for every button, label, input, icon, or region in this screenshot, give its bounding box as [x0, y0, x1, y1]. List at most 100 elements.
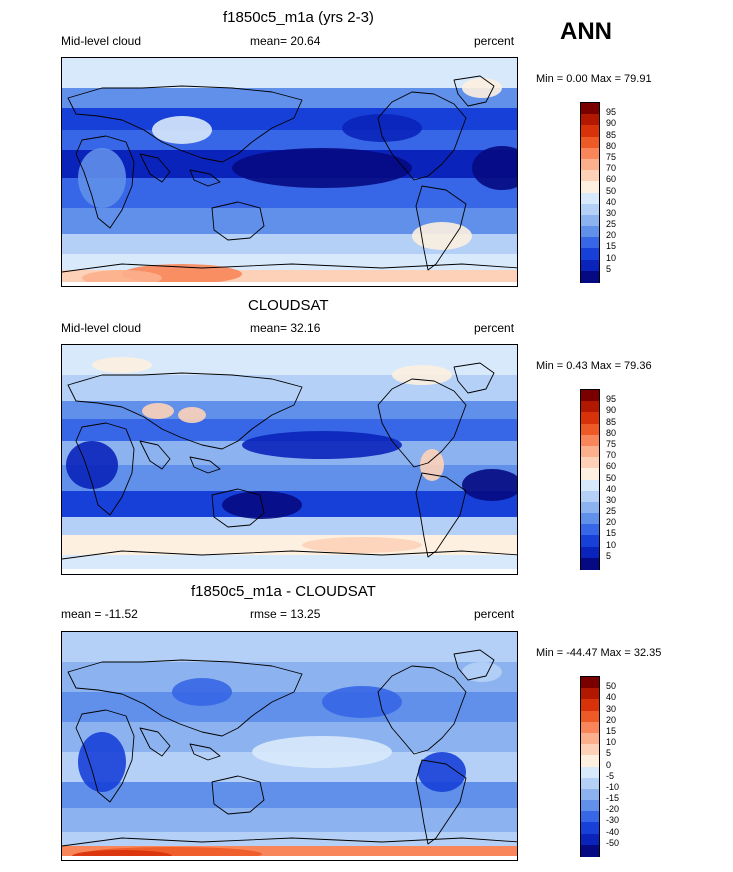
colorbar-tick-label: 20	[606, 714, 617, 725]
colorbar-tick-label: 90	[606, 118, 617, 129]
colorbar-tick-label: 85	[606, 129, 617, 140]
colorbar-tick-label: 50	[606, 472, 617, 483]
colorbar-tick-label: 30	[606, 494, 617, 505]
panel3-units: percent	[474, 607, 515, 621]
panel3-minmax: Min = -44.47 Max = 32.35	[536, 647, 662, 659]
colorbar-tick-label: 40	[606, 196, 617, 207]
colorbar-swatch	[581, 103, 599, 115]
colorbar-swatch	[581, 755, 599, 768]
panel2-colorbar	[580, 389, 600, 570]
colorbar-tick-label: 80	[606, 140, 617, 151]
colorbar-swatch	[581, 777, 599, 790]
colorbar-tick-label: 75	[606, 438, 617, 449]
colorbar-swatch	[581, 688, 599, 700]
colorbar-swatch	[581, 513, 599, 525]
colorbar-swatch	[581, 800, 599, 812]
colorbar-swatch	[581, 401, 599, 413]
colorbar-tick-label: 25	[606, 219, 617, 230]
colorbar-swatch	[581, 732, 599, 745]
colorbar-swatch	[581, 457, 599, 469]
colorbar-tick-label: 30	[606, 703, 617, 714]
panel3-center-label: rmse = 13.25	[250, 607, 321, 621]
colorbar-swatch	[581, 170, 599, 182]
colorbar-swatch	[581, 844, 599, 857]
colorbar-tick-label: 30	[606, 207, 617, 218]
panel1-left-label: Mid-level cloud	[61, 34, 142, 48]
colorbar-swatch	[581, 833, 599, 846]
colorbar-swatch	[581, 125, 599, 138]
colorbar-tick-label: 15	[606, 528, 617, 539]
panel2-left-label: Mid-level cloud	[61, 321, 142, 335]
colorbar-swatch	[581, 390, 599, 402]
colorbar-tick-label: 5	[606, 263, 612, 274]
colorbar-tick-label: 90	[606, 405, 617, 416]
colorbar-swatch	[581, 677, 599, 689]
colorbar-tick-label: -30	[606, 815, 620, 826]
colorbar-tick-label: 85	[606, 416, 617, 427]
season-label: ANN	[560, 18, 612, 45]
panel1-minmax: Min = 0.00 Max = 79.91	[536, 73, 652, 85]
colorbar-swatch	[581, 788, 599, 801]
colorbar-swatch	[581, 147, 599, 160]
colorbar-tick-label: 25	[606, 506, 617, 517]
colorbar-tick-label: 40	[606, 692, 617, 703]
colorbar-swatch	[581, 490, 599, 503]
colorbar-swatch	[581, 423, 599, 436]
colorbar-swatch	[581, 259, 599, 272]
colorbar-tick-label: -40	[606, 826, 620, 837]
colorbar-tick-label: -5	[606, 770, 615, 781]
colorbar-swatch	[581, 412, 599, 425]
colorbar-swatch	[581, 237, 599, 250]
colorbar-tick-label: 15	[606, 725, 617, 736]
colorbar-swatch	[581, 479, 599, 492]
colorbar-swatch	[581, 524, 599, 537]
panel3-left-label: mean = -11.52	[61, 607, 138, 621]
colorbar-tick-label: 60	[606, 461, 617, 472]
panel2-minmax: Min = 0.43 Max = 79.36	[536, 360, 652, 372]
colorbar-swatch	[581, 535, 599, 548]
colorbar-tick-label: -10	[606, 781, 620, 792]
colorbar-swatch	[581, 710, 599, 723]
colorbar-swatch	[581, 557, 599, 570]
colorbar-tick-label: -20	[606, 804, 620, 815]
colorbar-swatch	[581, 501, 599, 514]
panel1-units: percent	[474, 34, 515, 48]
colorbar-tick-label: -50	[606, 837, 620, 848]
colorbar-swatch	[581, 445, 599, 458]
colorbar-tick-label: 10	[606, 539, 617, 550]
panel2-title: CLOUDSAT	[248, 297, 329, 314]
colorbar-tick-label: 5	[606, 748, 612, 759]
colorbar-tick-label: 80	[606, 427, 617, 438]
colorbar-tick-label: 60	[606, 174, 617, 185]
colorbar-swatch	[581, 181, 599, 194]
colorbar-tick-label: 50	[606, 185, 617, 196]
panel1-map	[61, 57, 518, 287]
panel2-center-label: mean= 32.16	[250, 321, 321, 335]
colorbar-tick-label: 10	[606, 737, 617, 748]
colorbar-tick-label: 10	[606, 252, 617, 263]
panel1-title: f1850c5_m1a (yrs 2-3)	[223, 9, 374, 26]
colorbar-swatch	[581, 192, 599, 205]
colorbar-swatch	[581, 721, 599, 734]
panel1-colorbar	[580, 102, 600, 283]
colorbar-swatch	[581, 546, 599, 559]
colorbar-tick-label: 50	[606, 681, 617, 692]
colorbar-tick-label: 95	[606, 394, 617, 405]
colorbar-tick-label: 0	[606, 759, 612, 770]
colorbar-tick-label: 75	[606, 151, 617, 162]
colorbar-tick-label: 70	[606, 163, 617, 174]
colorbar-swatch	[581, 811, 599, 824]
panel3-colorbar	[580, 676, 600, 857]
colorbar-swatch	[581, 699, 599, 712]
colorbar-swatch	[581, 203, 599, 216]
panel1-center-label: mean= 20.64	[250, 34, 321, 48]
colorbar-tick-label: 70	[606, 450, 617, 461]
colorbar-tick-label: 5	[606, 550, 612, 561]
colorbar-tick-label: 95	[606, 107, 617, 118]
colorbar-swatch	[581, 766, 599, 779]
colorbar-swatch	[581, 214, 599, 227]
colorbar-swatch	[581, 158, 599, 171]
colorbar-swatch	[581, 248, 599, 261]
colorbar-swatch	[581, 744, 599, 756]
colorbar-tick-label: 15	[606, 241, 617, 252]
